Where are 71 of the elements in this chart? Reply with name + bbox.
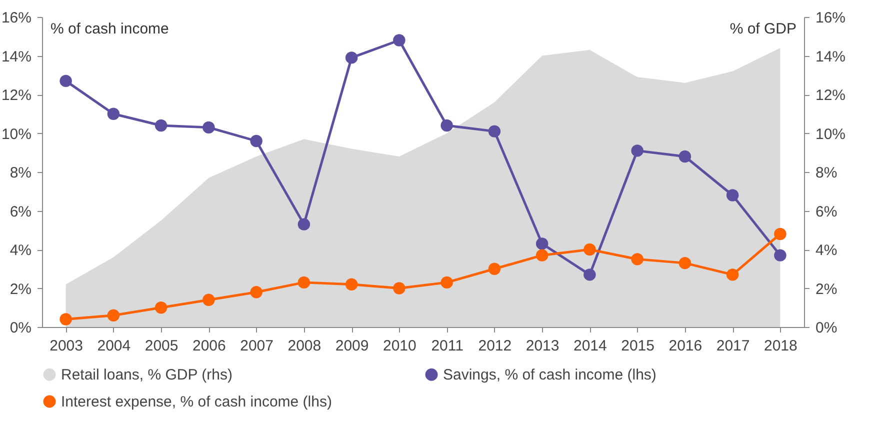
point xyxy=(298,218,310,230)
y2-tick-label: 8% xyxy=(816,164,838,182)
y2-tick-label: 6% xyxy=(816,203,838,220)
point xyxy=(107,108,120,120)
legend-label: Savings, % of cash income (lhs) xyxy=(443,366,656,384)
x-tick-label: 2012 xyxy=(478,338,512,354)
y2-tick-label: 16% xyxy=(816,10,846,26)
point xyxy=(631,144,644,157)
point xyxy=(202,121,215,134)
x-tick-label: 2018 xyxy=(764,338,798,354)
y2-tick-label: 0% xyxy=(816,320,838,336)
x-tick-label: 2016 xyxy=(668,338,702,354)
y2-tick-label: 2% xyxy=(816,280,838,298)
point xyxy=(202,294,215,306)
x-tick-label: 2014 xyxy=(574,338,607,354)
y-tick-label: 12% xyxy=(1,87,32,104)
point xyxy=(60,313,72,326)
point xyxy=(154,119,168,132)
y-tick-label: 0% xyxy=(10,320,32,336)
y-tick-label: 14% xyxy=(1,48,32,66)
point xyxy=(345,278,358,290)
x-tick-label: 2011 xyxy=(431,338,464,354)
point xyxy=(488,262,501,275)
y-tick-label: 10% xyxy=(1,126,32,143)
y-tick-label: 8% xyxy=(10,164,32,182)
point xyxy=(250,134,262,148)
x-tick-label: 2013 xyxy=(526,338,560,354)
x-tick-label: 2005 xyxy=(144,338,178,354)
x-tick-label: 2017 xyxy=(716,338,750,354)
point xyxy=(631,253,644,266)
point xyxy=(678,256,692,270)
point xyxy=(584,268,596,281)
x-tick-label: 2004 xyxy=(97,338,131,354)
x-tick-label: 2010 xyxy=(383,338,416,354)
point xyxy=(584,243,596,256)
point xyxy=(678,150,692,163)
point xyxy=(440,119,453,132)
point xyxy=(154,302,168,314)
point xyxy=(488,125,501,138)
x-tick-label: 2007 xyxy=(240,338,274,354)
x-tick-label: 2009 xyxy=(335,338,369,354)
point xyxy=(298,276,310,289)
point xyxy=(393,282,406,294)
x-tick-label: 2006 xyxy=(192,338,226,354)
point xyxy=(536,249,548,262)
y2-tick-label: 12% xyxy=(816,87,846,104)
point xyxy=(107,309,120,322)
y-axis-title: % of cash income xyxy=(50,20,169,38)
legend-label: Retail loans, % GDP (rhs) xyxy=(61,366,232,384)
legend-label: Interest expense, % of cash income (lhs) xyxy=(61,394,332,410)
point xyxy=(774,249,786,262)
y2-tick-label: 4% xyxy=(816,242,838,259)
y2-axis-title: % of GDP xyxy=(730,20,796,38)
point xyxy=(250,286,262,298)
y-tick-label: 4% xyxy=(10,242,32,259)
point xyxy=(774,228,786,240)
point xyxy=(726,268,739,281)
x-tick-label: 2008 xyxy=(288,338,322,354)
x-tick-label: 2003 xyxy=(50,338,83,354)
y-tick-label: 6% xyxy=(10,203,32,220)
point xyxy=(60,74,72,88)
point xyxy=(536,238,548,250)
y2-tick-label: 14% xyxy=(816,48,846,66)
y2-tick-label: 10% xyxy=(816,126,846,143)
point xyxy=(440,276,453,289)
x-tick-label: 2015 xyxy=(621,338,654,354)
y-tick-label: 2% xyxy=(10,280,32,298)
point xyxy=(726,189,739,202)
y-tick-label: 16% xyxy=(1,10,32,26)
point xyxy=(345,52,358,64)
point xyxy=(393,34,406,46)
